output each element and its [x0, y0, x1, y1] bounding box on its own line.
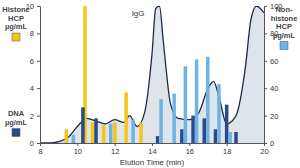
y2-axis-tick-label: 0 — [270, 139, 274, 148]
bar — [91, 122, 95, 143]
bar — [228, 132, 232, 143]
annotation: IgG — [132, 9, 145, 18]
y-axis-tick-mark — [37, 6, 40, 7]
marks — [40, 6, 264, 143]
bar — [109, 124, 113, 143]
x-axis-tick: 12 — [111, 143, 119, 156]
x-axis-tick-mark — [227, 143, 228, 146]
y2-axis-tick-mark — [264, 61, 267, 62]
y-axis-tick: 2 — [30, 112, 40, 121]
igg-area — [40, 6, 264, 143]
x-axis-tick-label: 10 — [74, 147, 82, 156]
bar — [139, 122, 143, 143]
bar — [180, 129, 184, 143]
x-axis-tick: 16 — [186, 143, 194, 156]
y-axis-tick-mark — [37, 88, 40, 89]
bar — [94, 118, 98, 143]
bar — [234, 132, 238, 143]
y-axis-tick-label: 2 — [30, 112, 34, 121]
bar — [217, 84, 221, 143]
series-label: DNAµg/mL — [5, 109, 28, 127]
x-axis-tick-label: 20 — [260, 147, 268, 156]
y-axis-tick-mark — [37, 33, 40, 34]
bar — [172, 94, 176, 143]
x-axis-tick: 8 — [38, 143, 42, 156]
bar — [81, 107, 85, 143]
y-axis-tick: 8 — [30, 29, 40, 38]
x-axis-tick-mark — [77, 143, 78, 146]
x-axis-tick-label: 8 — [38, 147, 42, 156]
bar — [113, 122, 117, 143]
y2-axis-tick-mark — [264, 143, 267, 144]
y2-axis-tick: 60 — [264, 57, 278, 66]
series-label: HistoneHCPµg/mL — [2, 5, 30, 31]
legend-swatch — [12, 129, 20, 137]
x-axis-tick-mark — [152, 143, 153, 146]
y2-axis-tick-mark — [264, 116, 267, 117]
y-axis-tick-label: 4 — [30, 84, 34, 93]
bar — [159, 99, 163, 143]
bar — [225, 105, 229, 143]
bar — [156, 136, 160, 143]
bar — [65, 129, 69, 143]
y2-axis-tick-mark — [264, 6, 267, 7]
y-axis-tick-mark — [37, 61, 40, 62]
y-axis-tick-mark — [37, 143, 40, 144]
igg-line — [40, 6, 264, 143]
x-axis-tick-label: 12 — [111, 147, 119, 156]
x-axis-tick: 14 — [148, 143, 156, 156]
legend-swatch — [12, 33, 20, 41]
chart: 81012141618200246810020406080100IgGEluti… — [0, 0, 300, 168]
x-axis-tick-label: 16 — [186, 147, 194, 156]
y2-axis-tick: 40 — [264, 84, 278, 93]
x-axis-line — [41, 144, 265, 147]
legend-swatch — [280, 42, 288, 50]
y2-axis-tick-mark — [264, 33, 267, 34]
y-axis-tick-label: 8 — [30, 29, 34, 38]
y2-axis-tick: 20 — [264, 112, 278, 121]
y2-axis-tick-mark — [264, 88, 267, 89]
bar — [191, 116, 195, 143]
y2-axis-tick-label: 20 — [270, 112, 278, 121]
bar — [102, 125, 106, 143]
bar — [214, 129, 218, 143]
x-axis-tick: 10 — [74, 143, 82, 156]
y-axis-tick-label: 0 — [30, 139, 34, 148]
x-axis-tick: 18 — [223, 143, 231, 156]
y-axis-tick-mark — [37, 116, 40, 117]
y2-axis-tick: 0 — [264, 139, 274, 148]
bar — [131, 120, 135, 143]
x-axis-tick-label: 18 — [223, 147, 231, 156]
y-axis-line — [37, 7, 41, 144]
y-axis-tick: 0 — [30, 139, 40, 148]
bar — [206, 57, 210, 143]
y-axis-tick: 4 — [30, 84, 40, 93]
series-label: Non-histoneHCPµg/mL — [271, 5, 298, 40]
y2-axis-tick-label: 60 — [270, 57, 278, 66]
x-axis-tick-label: 14 — [148, 147, 156, 156]
bar — [184, 66, 188, 143]
x-axis-tick-mark — [189, 143, 190, 146]
x-axis-tick: 20 — [260, 143, 268, 156]
y2-axis-line — [265, 7, 268, 144]
y-axis-tick-label: 6 — [30, 57, 34, 66]
y-axis-tick: 6 — [30, 57, 40, 66]
y2-axis-tick-label: 40 — [270, 84, 278, 93]
bar — [72, 135, 76, 143]
plot: 81012141618200246810020406080100IgG — [26, 2, 283, 156]
bar — [203, 118, 207, 143]
bar — [195, 59, 199, 143]
bar — [124, 92, 128, 143]
x-axis-title: Elution Time (min) — [120, 158, 185, 167]
x-axis-tick-mark — [115, 143, 116, 146]
